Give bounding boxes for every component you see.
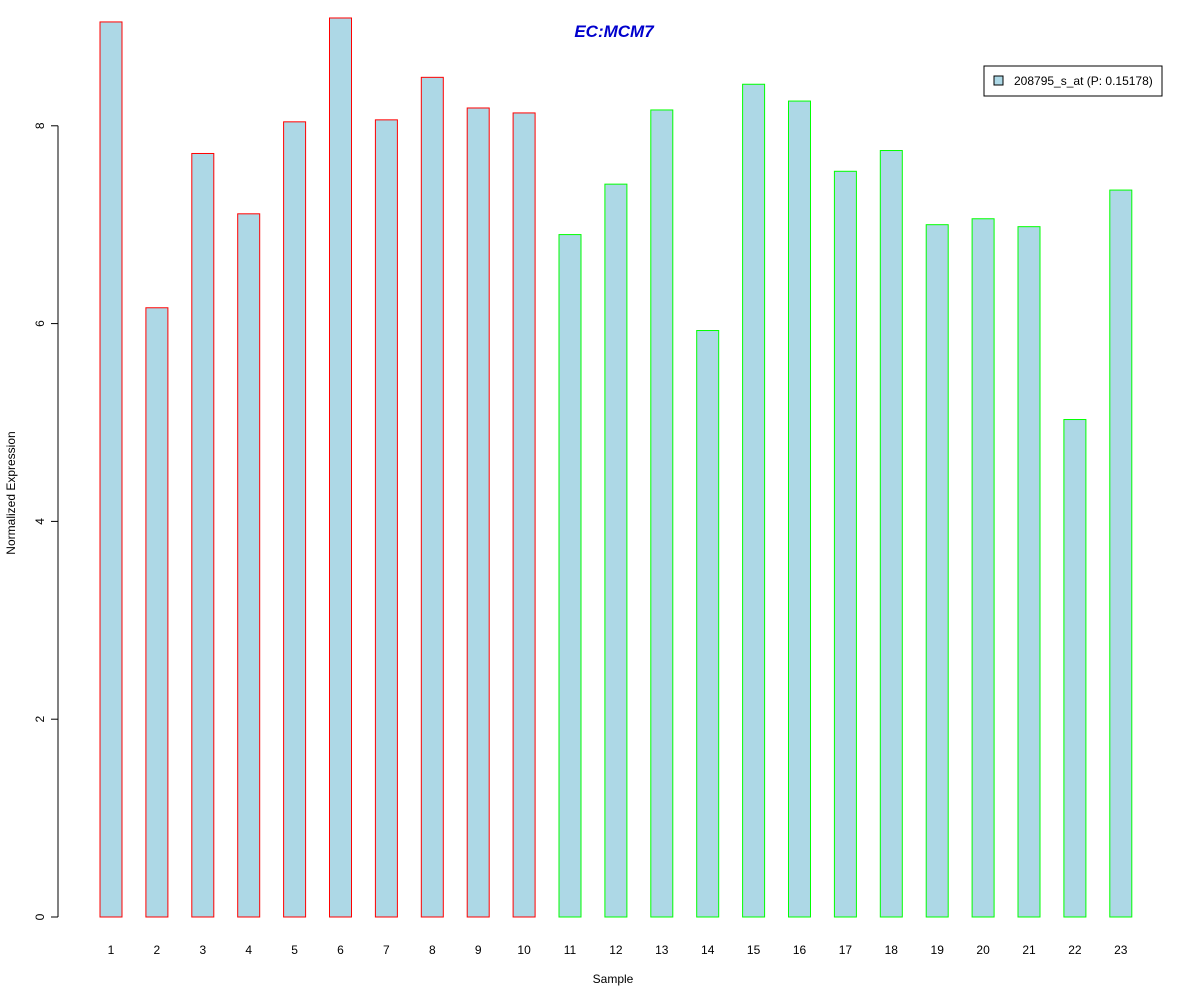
y-axis-label: Normalized Expression — [4, 431, 18, 554]
x-tick-label: 8 — [429, 943, 436, 957]
bar-sample-6 — [329, 17, 352, 918]
x-tick-label: 1 — [108, 943, 115, 957]
bar-sample-9 — [466, 107, 490, 918]
x-tick-label: 3 — [199, 943, 206, 957]
bar-sample-18 — [879, 150, 903, 918]
chart-title: EC:MCM7 — [574, 22, 655, 41]
y-tick-label: 0 — [33, 913, 47, 920]
x-tick-label: 2 — [154, 943, 161, 957]
bar-sample-8 — [420, 76, 444, 918]
x-tick-label: 9 — [475, 943, 482, 957]
x-tick-label: 15 — [747, 943, 761, 957]
y-axis: 0 2 4 6 8 — [33, 122, 59, 920]
legend-swatch — [993, 75, 1004, 86]
x-tick-label: 23 — [1114, 943, 1128, 957]
y-tick-label: 4 — [33, 518, 47, 525]
bar-sample-10 — [512, 112, 536, 918]
bar-sample-17 — [833, 170, 857, 918]
x-tick-label: 5 — [291, 943, 298, 957]
x-tick-label: 6 — [337, 943, 344, 957]
bar-sample-23 — [1109, 189, 1133, 918]
x-tick-label: 11 — [564, 943, 577, 957]
x-tick-label: 22 — [1068, 943, 1082, 957]
y-tick-label: 2 — [33, 716, 47, 723]
bar-sample-16 — [788, 100, 811, 918]
bar-sample-20 — [971, 218, 995, 918]
x-tick-label: 14 — [701, 943, 715, 957]
bar-sample-1 — [99, 21, 123, 918]
y-tick-label: 8 — [33, 122, 47, 129]
bars — [99, 17, 1133, 918]
bar-sample-15 — [742, 83, 766, 918]
x-tick-label: 20 — [976, 943, 990, 957]
x-tick-label: 4 — [245, 943, 252, 957]
bar-sample-7 — [374, 119, 398, 918]
x-tick-label: 12 — [609, 943, 623, 957]
bar-sample-21 — [1017, 226, 1041, 918]
bar-sample-22 — [1063, 419, 1087, 918]
x-tick-label: 16 — [793, 943, 807, 957]
legend-box — [983, 65, 1163, 97]
bar-sample-2 — [145, 307, 169, 918]
x-tick-label: 19 — [931, 943, 945, 957]
x-tick-label: 18 — [885, 943, 899, 957]
bar-sample-4 — [237, 213, 261, 918]
legend: 208795_s_at (P: 0.15178) — [983, 65, 1163, 97]
x-tick-label: 13 — [655, 943, 669, 957]
bar-sample-3 — [191, 152, 215, 918]
legend-label: 208795_s_at (P: 0.15178) — [1014, 74, 1153, 88]
x-tick-label: 7 — [383, 943, 390, 957]
bar-sample-19 — [925, 224, 949, 918]
bar-sample-5 — [283, 121, 307, 918]
y-tick-label: 6 — [33, 320, 47, 327]
bar-sample-12 — [604, 183, 628, 918]
bar-sample-13 — [650, 109, 674, 918]
bar-sample-14 — [696, 330, 720, 918]
x-tick-label: 17 — [839, 943, 853, 957]
bar-sample-11 — [558, 234, 582, 918]
x-tick-label: 10 — [517, 943, 531, 957]
x-tick-labels: 1 2 3 4 5 6 7 8 9 10 11 12 13 14 15 16 17 18 19 20 21 22 23 — [108, 943, 1128, 957]
x-tick-label: 21 — [1022, 943, 1036, 957]
x-axis-label: Sample — [593, 972, 634, 986]
